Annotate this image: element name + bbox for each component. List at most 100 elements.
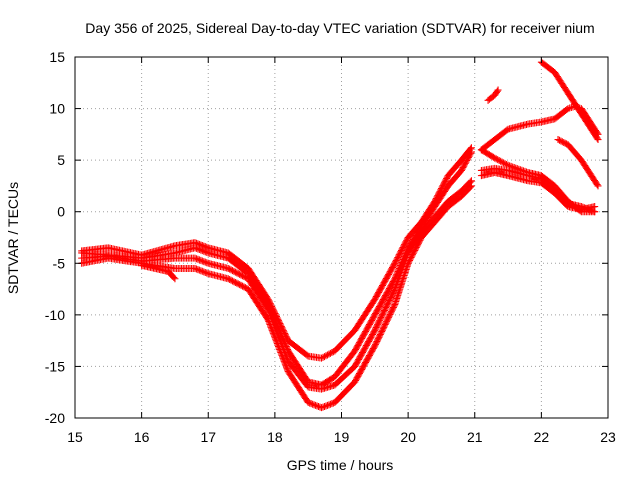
data-point [495, 156, 503, 164]
data-point [279, 354, 287, 362]
data-point [467, 148, 475, 156]
data-point [268, 325, 276, 333]
series-track-2 [78, 148, 475, 389]
data-point [313, 402, 321, 410]
data-point [319, 403, 327, 411]
data-point [594, 136, 602, 144]
y-tick-label: -20 [45, 410, 65, 426]
data-point [591, 208, 599, 216]
data-point [200, 258, 208, 266]
data-point [323, 401, 331, 409]
data-point [583, 205, 591, 213]
data-point [191, 244, 199, 252]
data-point [277, 350, 285, 358]
y-axis-label: SDTVAR / TECUs [5, 182, 21, 294]
data-point [282, 362, 290, 370]
y-tick-label: -5 [53, 255, 66, 271]
data-point [200, 268, 208, 276]
series-track-10 [554, 136, 602, 190]
data-point [585, 205, 593, 213]
data-point [264, 316, 272, 324]
data-point [198, 267, 206, 275]
data-point [322, 352, 330, 360]
data-point [322, 402, 330, 410]
data-point [203, 248, 211, 256]
data-point [269, 329, 277, 337]
data-point [276, 345, 284, 353]
y-tick-label: -15 [45, 358, 65, 374]
data-point [328, 349, 336, 357]
data-point [274, 341, 282, 349]
data-point [270, 331, 278, 339]
data-point [266, 320, 274, 328]
data-point [580, 204, 588, 212]
data-point [268, 326, 276, 334]
data-point [269, 328, 277, 336]
data-point [307, 400, 315, 408]
data-point [497, 157, 505, 165]
data-point [270, 332, 278, 340]
data-point [577, 203, 585, 211]
data-point [195, 256, 203, 264]
data-point [325, 350, 333, 358]
data-point [466, 183, 474, 191]
data-point [309, 400, 317, 408]
data-point [326, 349, 334, 357]
series-track-9 [477, 164, 599, 216]
data-point [281, 360, 289, 368]
x-tick-label: 20 [400, 429, 416, 445]
data-point [265, 319, 273, 327]
data-point [493, 87, 501, 95]
data-point [272, 335, 280, 343]
x-tick-label: 23 [600, 429, 616, 445]
data-point [582, 204, 590, 212]
data-point [278, 353, 286, 361]
data-point [201, 258, 209, 266]
data-point [325, 401, 333, 409]
data-point [312, 401, 320, 409]
data-point [303, 351, 311, 359]
data-point [310, 401, 318, 409]
data-point [491, 154, 499, 162]
x-tick-label: 17 [200, 429, 216, 445]
data-point [171, 275, 179, 283]
data-point [194, 245, 202, 253]
data-point [192, 255, 200, 263]
data-point [201, 268, 209, 276]
series-track-6 [537, 58, 602, 144]
data-point [320, 403, 328, 411]
data-point [191, 264, 199, 272]
data-point [306, 399, 314, 407]
data-point [197, 256, 205, 264]
data-point [273, 340, 281, 348]
data-point [318, 354, 326, 362]
data-point [328, 400, 336, 408]
series-track-3 [78, 177, 475, 393]
data-point [197, 246, 205, 254]
data-point [326, 400, 334, 408]
data-point [283, 365, 291, 373]
data-point [319, 353, 327, 361]
data-point [271, 334, 279, 342]
data-point [194, 255, 202, 263]
data-point [201, 248, 209, 256]
data-point [198, 257, 206, 265]
data-point [500, 159, 508, 167]
data-point [282, 363, 290, 371]
grid [75, 57, 608, 418]
data-point [191, 254, 199, 262]
data-point [280, 356, 288, 364]
y-tick-label: 15 [49, 49, 65, 65]
data-point [265, 309, 273, 317]
data-point [267, 323, 275, 331]
data-point [198, 247, 206, 255]
data-point [467, 182, 475, 190]
data-point [278, 351, 286, 359]
chart-title: Day 356 of 2025, Sidereal Day-to-day VTE… [85, 20, 594, 36]
data-point [200, 247, 208, 255]
data-point [192, 244, 200, 252]
data-point [589, 207, 597, 215]
x-tick-label: 19 [334, 429, 350, 445]
x-tick-label: 16 [134, 429, 150, 445]
x-tick-label: 15 [67, 429, 83, 445]
